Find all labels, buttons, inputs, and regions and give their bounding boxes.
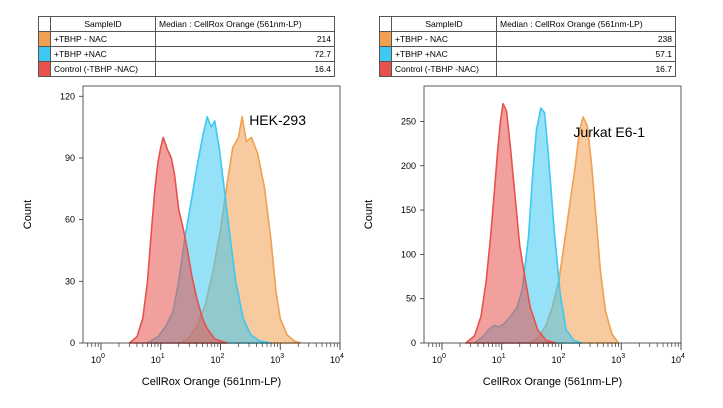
median-value: 16.4 [155,61,335,77]
table-header-row: SampleID Median : CellRox Orange (561nm-… [379,16,676,32]
hek293-histogram: 0 30 60 90 120 100 101 102 103 104 HEK-293 CellRox … [22,85,344,388]
x-axis-label: CellRox Orange (561nm-LP) [142,376,281,388]
y-axis-label: Count [363,200,375,229]
y-tick-label: 100 [401,249,416,259]
y-tick-label: 60 [65,215,75,225]
median-value: 16.7 [496,61,676,77]
table-row: +TBHP +NAC 72.7 [38,46,335,62]
y-axis-label: Count [22,200,34,229]
table-header-row: SampleID Median : CellRox Orange (561nm-… [38,16,335,32]
x-tick-label: 102 [552,353,566,365]
color-swatch [379,31,392,47]
y-tick-label: 200 [401,161,416,171]
y-tick-label: 250 [401,116,416,126]
x-axis-label: CellRox Orange (561nm-LP) [483,376,622,388]
x-tick-label: 103 [611,353,625,365]
sample-id: Control (-TBHP -NAC) [391,61,497,77]
series-area-control-tbhp-nac [128,136,229,344]
y-tick-label: 120 [60,91,75,101]
y-tick-label: 30 [65,276,75,286]
y-tick-label: 90 [65,153,75,163]
table-row: Control (-TBHP -NAC) 16.7 [379,61,676,77]
chart-title: Jurkat E6-1 [573,124,645,140]
x-tick-label: 101 [151,353,165,365]
table-row: +TBHP - NAC 238 [379,31,676,47]
x-tick-label: 100 [432,353,446,365]
table-row: +TBHP - NAC 214 [38,31,335,47]
right-summary-table: SampleID Median : CellRox Orange (561nm-… [379,16,676,77]
y-tick-label: 0 [411,338,416,348]
left-summary-table: SampleID Median : CellRox Orange (561nm-… [38,16,335,77]
x-tick-label: 104 [671,353,685,365]
color-swatch [38,31,51,47]
series-area-control-tbhp-nac [465,102,557,344]
x-tick-label: 103 [270,353,284,365]
x-tick-label: 100 [91,353,105,365]
jurkat-histogram: 0 50 100 150 200 250 100 101 102 103 104 Jurkat E6-… [363,85,685,388]
y-tick-label: 50 [406,294,416,304]
x-tick-label: 101 [492,353,506,365]
table-row: Control (-TBHP -NAC) 16.4 [38,61,335,77]
color-swatch [38,61,51,77]
x-tick-label: 102 [211,353,225,365]
y-tick-label: 0 [70,338,75,348]
chart-title: HEK-293 [249,112,306,128]
x-tick-label: 104 [330,353,344,365]
y-tick-label: 150 [401,205,416,215]
